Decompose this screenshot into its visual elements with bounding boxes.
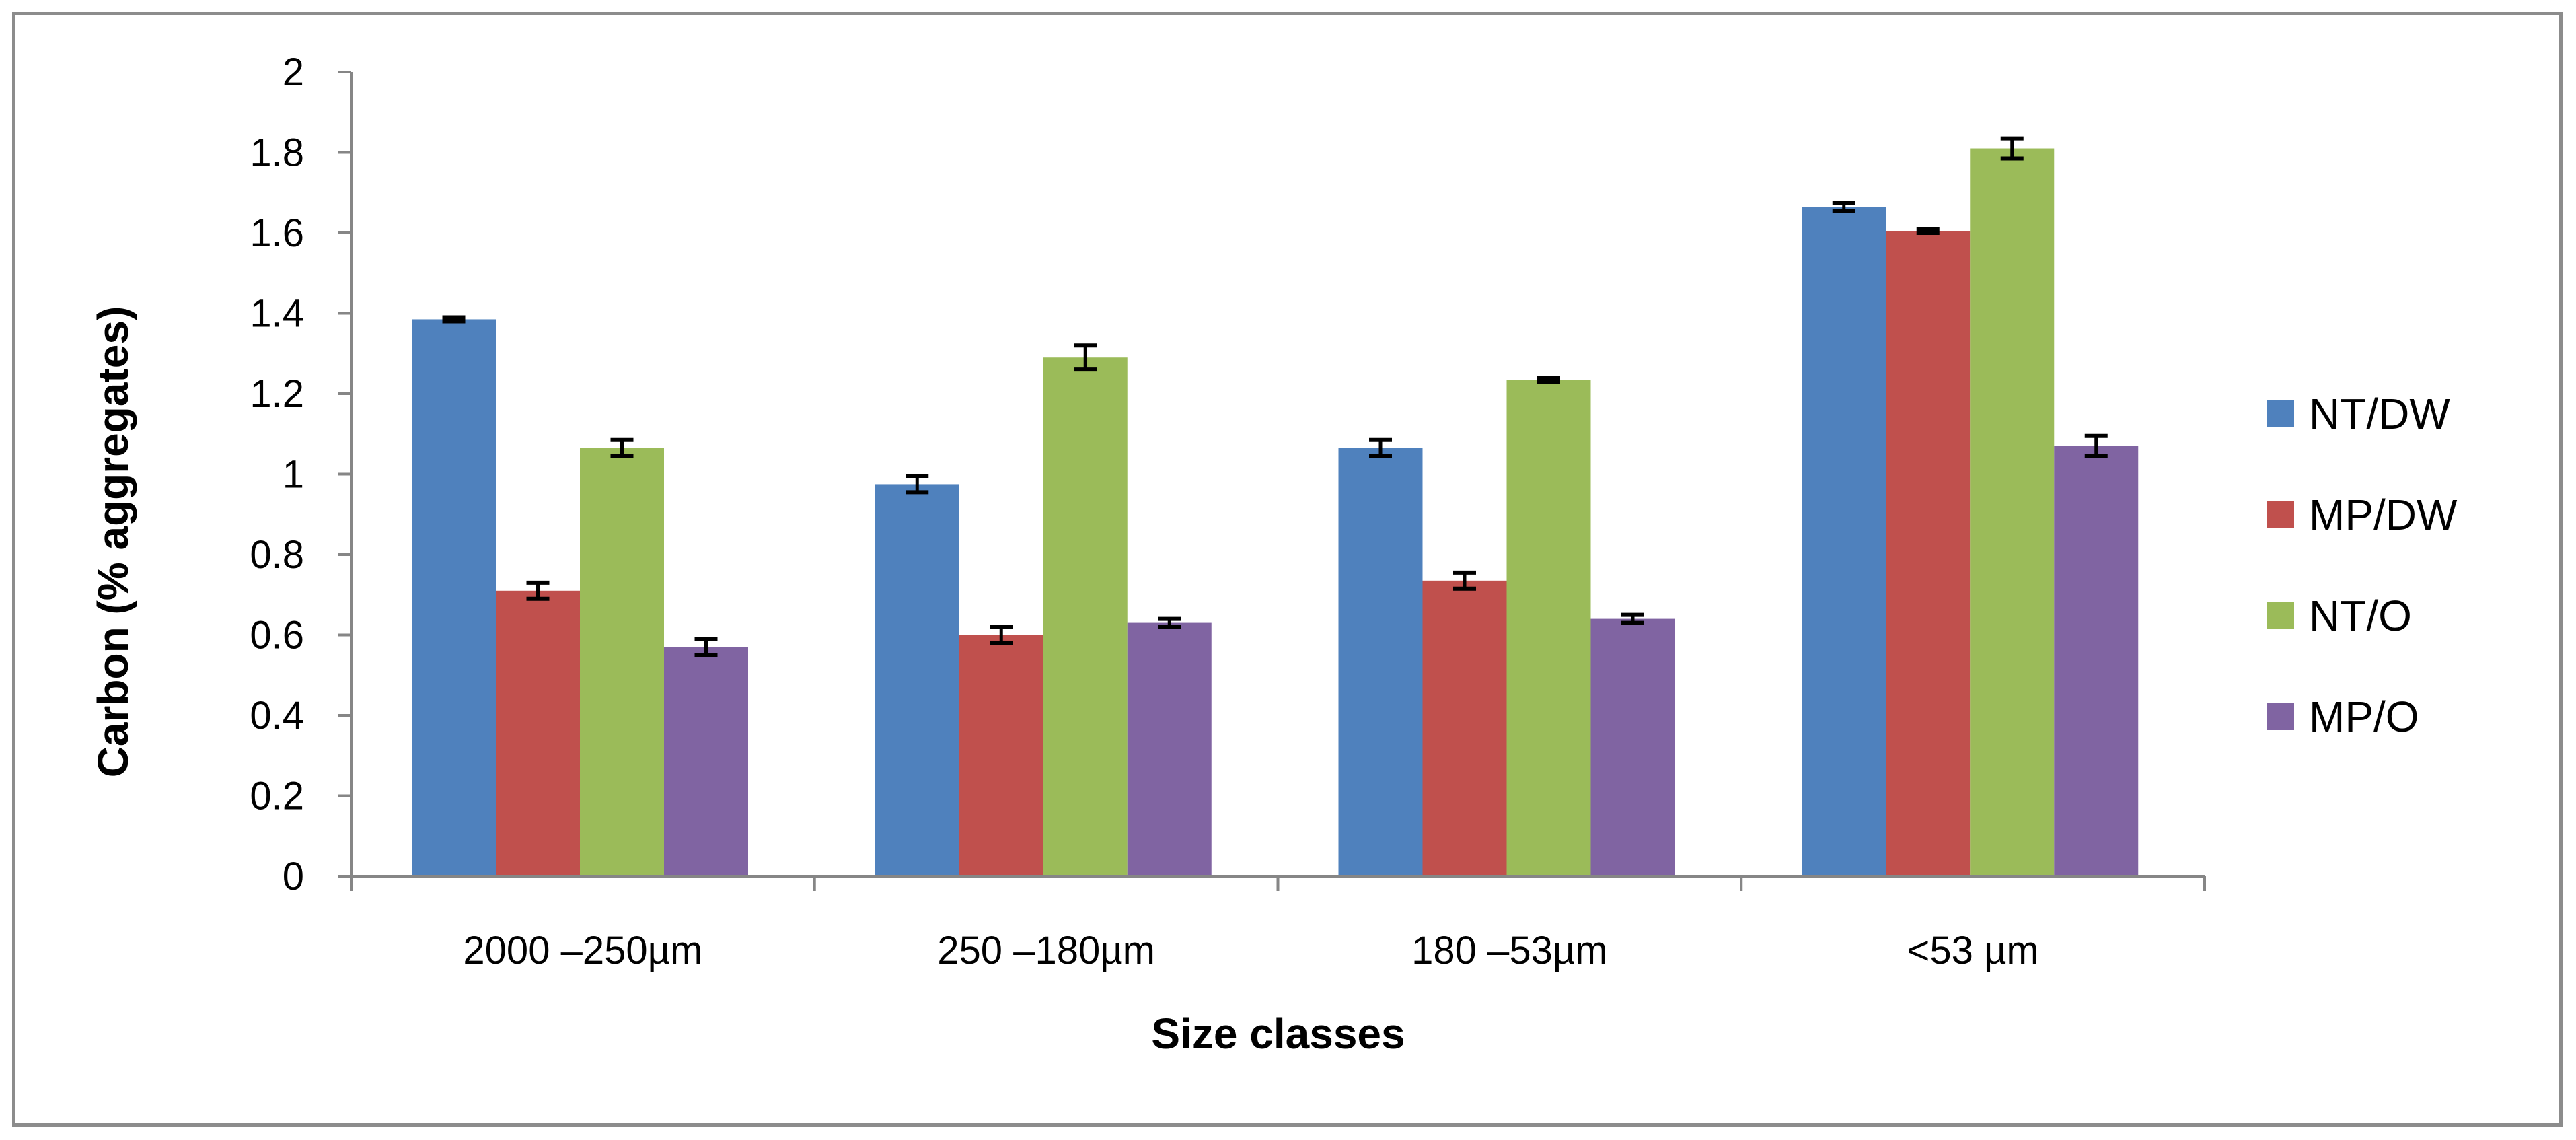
bar-nt-dw-3 [1802,207,1886,877]
x-axis-title: Size classes [1151,1009,1405,1058]
y-tick-label: 1.8 [250,131,304,175]
bar-mp-dw-2 [1422,580,1507,876]
x-category-label: <53 µm [1907,929,2039,972]
bar-nt-o-3 [1970,148,2055,876]
bar-mp-o-2 [1590,618,1675,876]
y-tick-label: 0 [283,855,304,898]
x-category-label: 180 –53µm [1411,929,1607,972]
y-tick-label: 0.2 [250,775,304,818]
bar-nt-dw-1 [875,484,959,876]
bar-nt-o-2 [1506,380,1591,876]
legend-label: MP/O [2309,692,2419,741]
legend-swatch-nt-o [2267,602,2294,629]
bar-mp-o-3 [2054,446,2139,876]
y-tick-label: 2 [283,50,304,94]
y-tick-label: 1 [283,453,304,497]
bar-mp-o-1 [1127,622,1212,876]
bar-nt-o-1 [1043,357,1128,876]
legend-label: NT/DW [2309,390,2450,438]
bar-mp-o-0 [664,647,748,876]
y-tick-label: 1.2 [250,372,304,416]
bar-nt-o-0 [580,448,664,876]
bar-mp-dw-0 [496,590,580,876]
bar-nt-dw-0 [412,319,496,876]
y-tick-label: 0.4 [250,694,304,738]
legend-swatch-mp-dw [2267,501,2294,528]
x-category-label: 250 –180µm [937,929,1155,972]
y-tick-label: 0.8 [250,533,304,577]
y-axis-title: Carbon (% aggregates) [89,306,137,778]
legend-label: NT/O [2309,592,2412,640]
y-tick-label: 1.4 [250,292,304,336]
bar-mp-dw-1 [959,635,1043,876]
y-tick-label: 0.6 [250,614,304,657]
x-category-label: 2000 –250µm [463,929,702,972]
legend-label: MP/DW [2309,491,2458,539]
y-tick-label: 1.6 [250,211,304,255]
bar-nt-dw-2 [1338,448,1423,876]
legend-swatch-mp-o [2267,703,2294,730]
legend-swatch-nt-dw [2267,400,2294,427]
bar-mp-dw-3 [1886,231,1971,876]
